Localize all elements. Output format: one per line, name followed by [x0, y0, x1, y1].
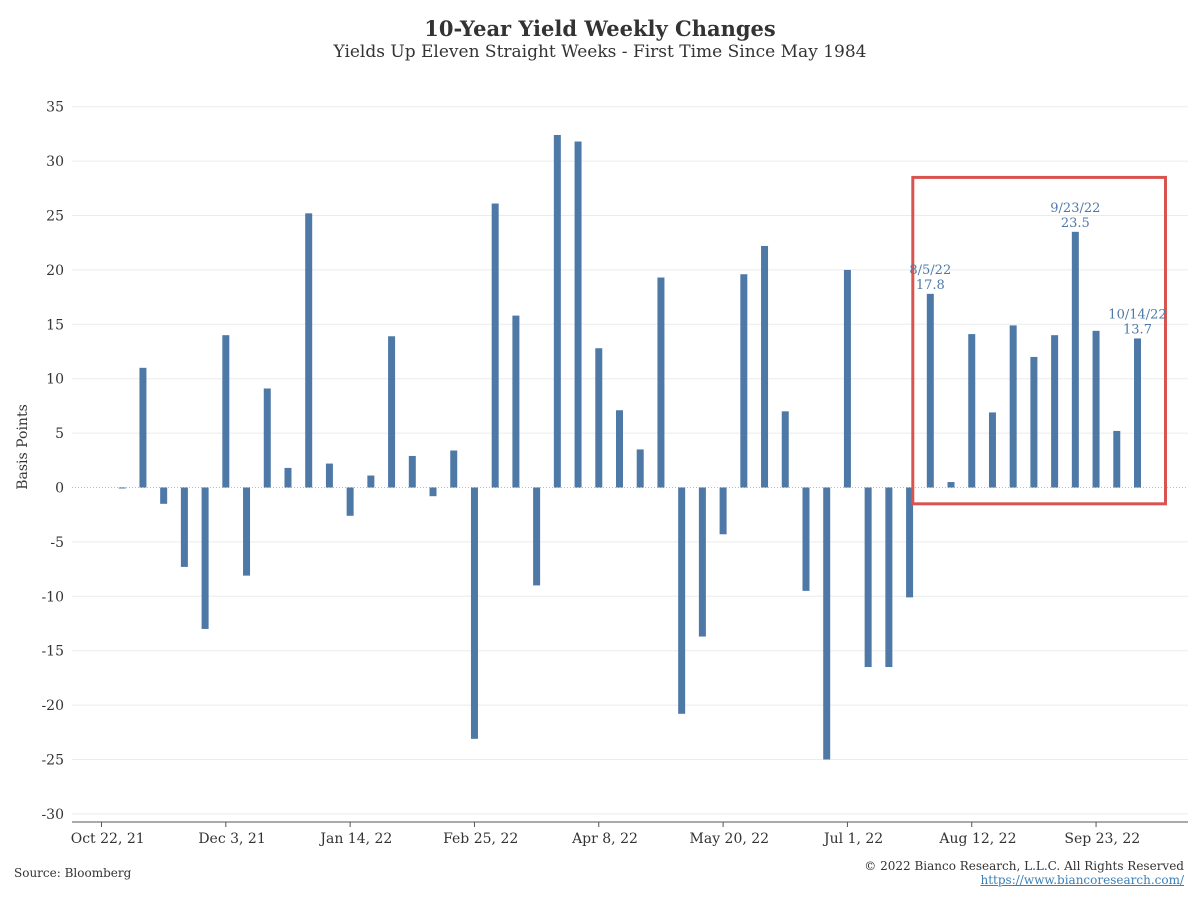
bar	[988, 412, 996, 488]
source-note: Source: Bloomberg	[14, 866, 132, 880]
bar	[325, 463, 333, 488]
bar	[118, 487, 126, 489]
y-tick-label: -5	[50, 535, 64, 551]
bar	[470, 487, 478, 739]
x-tick-label: Dec 3, 21	[198, 831, 265, 847]
bar	[305, 213, 313, 488]
y-tick-label: 0	[55, 481, 64, 497]
bar	[864, 487, 872, 668]
y-tick-label: 25	[46, 209, 64, 225]
bar	[450, 450, 458, 488]
annotation-date: 9/23/22	[1050, 201, 1100, 216]
x-tick-label: Jul 1, 22	[822, 831, 883, 847]
y-axis-ticks: 35 30 25 20 15 10 5 0 -5 -10 -15 -20 -25 -30	[41, 100, 64, 823]
bar	[636, 449, 644, 488]
x-tick-label: May 20, 22	[690, 831, 770, 847]
bar	[243, 487, 251, 576]
bar	[678, 487, 686, 714]
bar	[906, 487, 914, 598]
bar	[761, 245, 769, 488]
chart-subtitle: Yields Up Eleven Straight Weeks - First …	[333, 42, 867, 62]
y-tick-label: 10	[46, 372, 64, 388]
highlight-box	[911, 175, 1167, 506]
y-tick-label: -20	[41, 698, 64, 714]
y-tick-label: 30	[46, 154, 64, 170]
bar	[926, 293, 934, 488]
bar	[1134, 338, 1141, 488]
bar	[968, 334, 976, 488]
bar	[408, 455, 416, 488]
bar	[429, 487, 437, 497]
annotation-date: 8/5/22	[909, 263, 951, 278]
bar	[512, 315, 520, 488]
bar	[740, 274, 748, 488]
y-tick-label: 15	[46, 317, 64, 333]
x-tick-label: Aug 12, 22	[938, 831, 1016, 847]
annotation-value: 17.8	[916, 278, 945, 293]
bar	[388, 336, 396, 488]
highlight-box-layer	[911, 175, 1167, 506]
bar	[553, 134, 561, 488]
x-tick-label: Sep 23, 22	[1064, 831, 1140, 847]
bar	[263, 388, 271, 488]
bar	[1113, 430, 1121, 488]
bar	[284, 467, 292, 488]
bar	[657, 277, 665, 488]
bars	[118, 134, 1141, 760]
y-tick-label: -10	[41, 589, 64, 605]
x-tick-label: Jan 14, 22	[318, 831, 392, 847]
bar	[201, 487, 209, 629]
bar	[533, 487, 541, 586]
bar	[1071, 231, 1079, 488]
bar	[367, 475, 375, 488]
bar	[843, 269, 851, 488]
bar	[802, 487, 810, 591]
chart-title: 10-Year Yield Weekly Changes	[424, 16, 776, 41]
annotation-value: 23.5	[1061, 216, 1090, 231]
annotation-date: 10/14/22	[1108, 307, 1166, 322]
y-tick-label: -25	[41, 753, 64, 769]
bar	[616, 410, 623, 488]
y-axis-title: Basis Points	[15, 404, 31, 490]
bar	[1092, 330, 1100, 488]
y-tick-label: 35	[46, 100, 64, 116]
bar	[1009, 325, 1017, 488]
annotation-value: 13.7	[1123, 322, 1152, 337]
x-axis: Oct 22, 21 Dec 3, 21 Jan 14, 22 Feb 25, 22 A…	[71, 821, 1188, 847]
bar	[595, 348, 603, 488]
bar	[180, 487, 188, 567]
x-tick-label: Oct 22, 21	[71, 831, 145, 847]
bar	[346, 487, 354, 516]
bar	[1051, 335, 1059, 488]
bar	[1030, 356, 1038, 488]
x-tick-label: Apr 8, 22	[571, 831, 638, 847]
y-tick-label: -15	[41, 644, 64, 660]
bar	[574, 141, 582, 488]
bar	[823, 487, 831, 760]
gridlines	[72, 106, 1188, 815]
bar	[885, 487, 893, 668]
copyright-note: © 2022 Bianco Research, L.L.C. All Right…	[864, 859, 1184, 873]
bar	[947, 482, 955, 488]
bar	[160, 487, 168, 504]
bar	[222, 335, 230, 488]
y-tick-label: -30	[41, 807, 64, 823]
bar	[491, 203, 499, 488]
bar	[698, 487, 706, 637]
x-tick-label: Feb 25, 22	[443, 831, 518, 847]
bar	[139, 367, 147, 488]
y-tick-label: 20	[46, 263, 64, 279]
website-link[interactable]: https://www.biancoresearch.com/	[980, 873, 1184, 887]
y-tick-label: 5	[55, 426, 64, 442]
bar	[719, 487, 727, 535]
bar	[781, 411, 789, 488]
